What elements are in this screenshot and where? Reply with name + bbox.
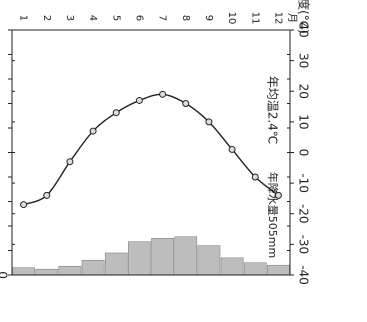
temperature-point-4 <box>89 127 97 135</box>
temperature-line <box>23 93 279 206</box>
precip-bar-5 <box>104 252 128 276</box>
month-label-12: 12 <box>272 12 283 25</box>
temp-tick-label: 30 <box>297 53 311 68</box>
annual-mean-temp-label: 年均温2.4℃ <box>266 76 280 145</box>
precip-bar-12 <box>267 264 290 276</box>
precip-bar-9 <box>197 245 221 276</box>
temperature-point-2 <box>43 191 51 199</box>
plot-frame <box>11 29 291 276</box>
temp-tick-label: -30 <box>297 235 311 255</box>
temperature-point-1 <box>20 201 28 209</box>
precip-bar-10 <box>220 257 244 276</box>
temperature-point-6 <box>135 96 143 104</box>
month-label-5: 5 <box>110 15 121 21</box>
precip-bar-3 <box>58 265 82 276</box>
precip-bar-7 <box>151 238 174 276</box>
month-label-11: 11 <box>249 12 260 25</box>
temperature-point-8 <box>182 100 190 107</box>
month-label-3: 3 <box>64 15 75 21</box>
temp-tick-label: 10 <box>297 114 311 129</box>
temperature-point-5 <box>112 109 120 117</box>
month-label-9: 9 <box>203 15 214 21</box>
precip-bar-8 <box>174 236 198 276</box>
precip-bar-2 <box>35 268 59 276</box>
temp-tick-label: -40 <box>297 265 311 285</box>
temperature-point-9 <box>205 118 213 126</box>
temp-tick-label: -20 <box>297 204 311 224</box>
temp-axis-label: 温度(°C) <box>297 0 312 34</box>
precip-bar-6 <box>128 241 151 276</box>
temp-tick-label: 40 <box>297 22 311 37</box>
temperature-point-7 <box>159 90 167 98</box>
month-label-6: 6 <box>133 15 144 21</box>
month-label-8: 8 <box>180 15 191 21</box>
temperature-point-11 <box>251 173 259 181</box>
precip-bar-1 <box>12 267 35 276</box>
month-label-2: 2 <box>41 15 52 21</box>
month-label-10: 10 <box>226 12 237 25</box>
temp-tick-label: -10 <box>297 173 311 193</box>
precip-bar-11 <box>243 262 267 276</box>
temp-tick-label: 20 <box>297 84 311 99</box>
month-unit-label: 月 <box>286 13 298 23</box>
temperature-point-10 <box>228 145 236 153</box>
temperature-point-12 <box>274 191 282 199</box>
annual-precip-label: 年降水量505mm <box>266 172 280 258</box>
month-label-7: 7 <box>157 15 168 21</box>
month-label-4: 4 <box>87 15 98 21</box>
temperature-point-3 <box>66 158 74 166</box>
precip-tick-label: 0 <box>0 271 10 279</box>
month-label-1: 1 <box>18 15 29 21</box>
precip-bar-4 <box>81 260 105 276</box>
temp-tick-label: 0 <box>297 149 311 157</box>
